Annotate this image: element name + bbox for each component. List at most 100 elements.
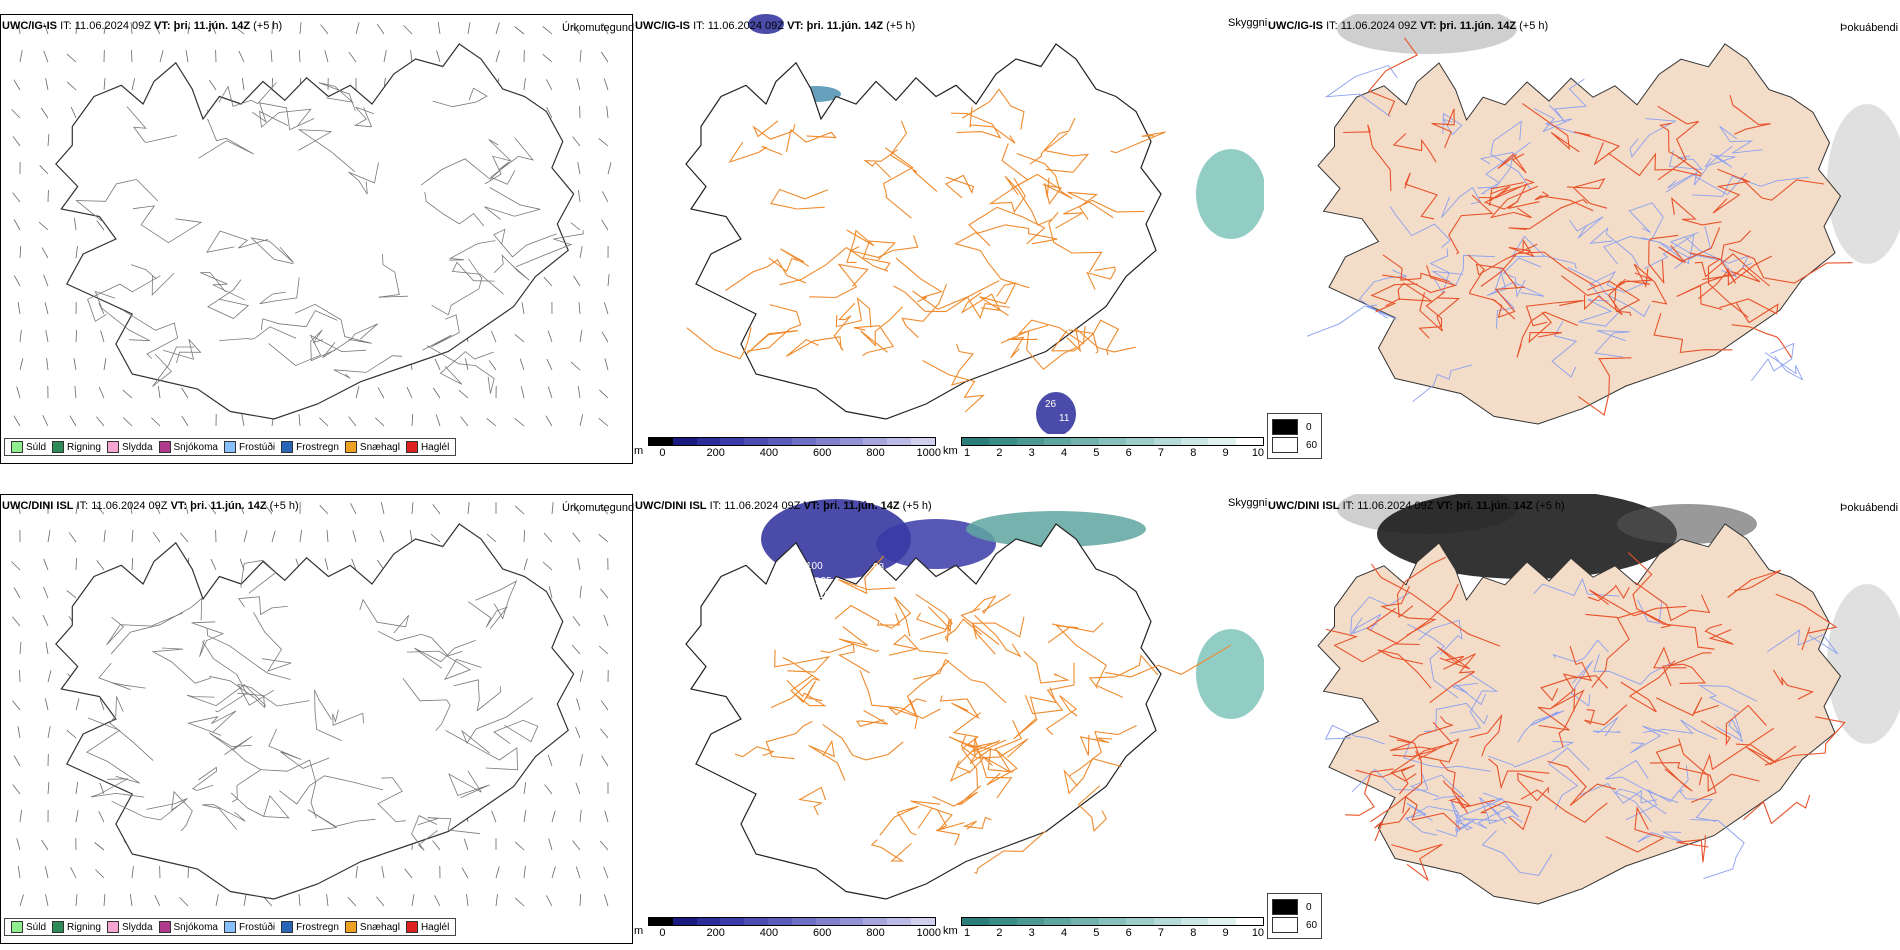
line-feature (1007, 336, 1038, 359)
wind-barb (491, 810, 497, 823)
fog-title-row2: Þokuábendi (1840, 502, 1899, 514)
wind-barb (103, 530, 106, 543)
legend-item: Snjókoma (158, 921, 218, 933)
line-feature (1004, 175, 1053, 226)
line-feature (1715, 713, 1744, 743)
wind-barb (571, 644, 581, 655)
visibility-colorbar-row1: 1 2 3 4 5 6 7 8 9 10 km (943, 437, 1264, 460)
line-feature (971, 593, 1011, 614)
wind-barb (601, 755, 609, 767)
colorbar-cell (1016, 438, 1045, 445)
wind-barb (546, 358, 553, 371)
line-feature (979, 282, 1017, 316)
ceiling-label: 105 (815, 576, 832, 587)
line-feature (986, 719, 1023, 786)
colorbar-cell (1208, 438, 1236, 445)
wind-barb (181, 387, 189, 399)
line-feature (1382, 254, 1450, 283)
legend-swatch (52, 921, 65, 933)
wind-barb (43, 558, 49, 571)
line-feature (1658, 225, 1711, 265)
colorbar-tick-label: 2 (996, 927, 1003, 939)
line-feature (768, 248, 810, 273)
wind-barb (66, 81, 77, 91)
line-feature (1055, 625, 1124, 698)
wind-barb (299, 530, 302, 543)
wind-barb (551, 502, 554, 515)
legend-item: Frostregn (281, 921, 339, 933)
line-feature (774, 649, 831, 673)
wind-barb (376, 23, 385, 35)
line-feature (1370, 735, 1423, 823)
line-feature (1534, 191, 1594, 212)
wind-barb (514, 333, 525, 343)
line-feature (333, 355, 403, 379)
line-feature (209, 675, 266, 709)
road-network-orange-row1 (686, 88, 1166, 413)
wind-barb (243, 894, 247, 907)
line-feature (1385, 282, 1434, 307)
wind-barb (43, 586, 49, 599)
wind-barb (433, 387, 441, 399)
wind-barb (604, 358, 609, 371)
line-feature (133, 205, 203, 244)
wind-barb (486, 533, 497, 543)
line-feature (932, 785, 982, 807)
wind-barb (486, 418, 497, 427)
wind-barb (430, 533, 441, 543)
wind-barb (153, 23, 161, 35)
wind-barb (551, 866, 556, 879)
wind-barb (238, 50, 245, 63)
wind-barb (103, 358, 107, 371)
line-feature (432, 87, 488, 108)
wind-barb (570, 222, 581, 231)
line-feature (1676, 835, 1709, 863)
line-feature (1016, 152, 1073, 199)
colorbar-cell (696, 438, 721, 445)
wind-barb (74, 218, 77, 231)
line-feature (952, 712, 982, 788)
wind-barb (44, 698, 49, 711)
line-feature (901, 283, 948, 338)
line-feature (1483, 178, 1536, 210)
colorbar-cell (791, 918, 816, 925)
line-feature (1521, 102, 1580, 153)
wind-barb (604, 302, 609, 315)
line-feature (1620, 660, 1676, 713)
line-feature (1517, 772, 1549, 802)
line-feature (1429, 248, 1450, 295)
colorbar-cell (744, 438, 769, 445)
line-feature (968, 744, 1012, 774)
colorbar-cell (1044, 918, 1072, 925)
wind-barb (187, 865, 189, 879)
colorbar-cell (1153, 918, 1181, 925)
line-feature (1404, 172, 1438, 220)
wind-barb (434, 895, 441, 907)
wind-barb (348, 51, 357, 63)
wind-barb (131, 78, 135, 91)
wind-barb (18, 22, 21, 35)
line-feature (1048, 212, 1103, 273)
height-colorbar-cells (648, 917, 936, 926)
line-feature (1547, 760, 1617, 806)
line-feature (314, 689, 342, 741)
line-feature (1605, 805, 1665, 853)
line-feature (1450, 792, 1503, 823)
precip-type-legend-row1: Súld Rigning Slydda Snjókoma Frostúði Fr… (4, 438, 457, 456)
height-unit: m (634, 445, 644, 457)
wind-barb (488, 360, 497, 371)
fog-blob (1036, 392, 1076, 434)
line-feature (1488, 758, 1550, 790)
line-feature (1676, 273, 1730, 311)
cloud-legend-row2: 0 60 (1267, 893, 1323, 939)
wind-barb (577, 386, 581, 399)
line-feature (1594, 330, 1631, 358)
legend-swatch (158, 441, 171, 453)
line-feature (1578, 299, 1626, 327)
line-feature (1380, 585, 1437, 636)
wind-barb (603, 614, 609, 627)
header-fog-row1: UWC/IG-IS IT: 11.06.2024 09Z VT: þri. 11… (1268, 20, 1549, 32)
road-network-row2 (85, 559, 539, 851)
colorbar-tick-label: 6 (1125, 447, 1132, 459)
line-feature (1589, 226, 1639, 267)
